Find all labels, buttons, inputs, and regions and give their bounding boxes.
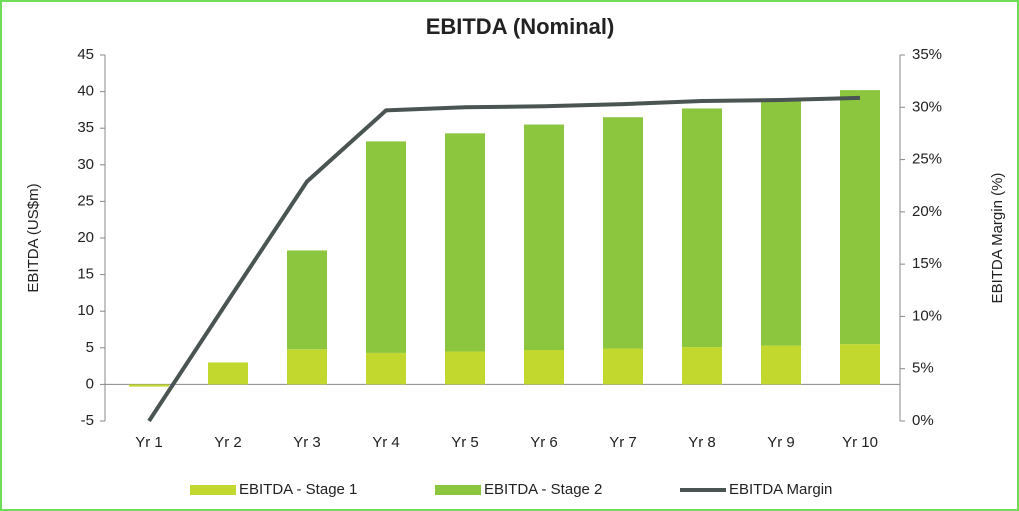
y2-tick-label: 0% xyxy=(912,412,934,429)
x-tick-label: Yr 9 xyxy=(767,434,795,451)
x-tick-label: Yr 3 xyxy=(293,434,321,451)
bar xyxy=(445,133,485,352)
y2-tick-label: 15% xyxy=(912,255,942,272)
line xyxy=(147,95,861,423)
bar xyxy=(682,108,722,348)
bar xyxy=(366,141,406,353)
bar xyxy=(761,101,801,346)
bar xyxy=(840,90,880,345)
bar xyxy=(682,347,722,385)
y-tick-label: 15 xyxy=(77,266,94,283)
y2-tick-label: 20% xyxy=(912,203,942,220)
x-tick-label: Yr 4 xyxy=(372,434,400,451)
legend-swatch xyxy=(435,485,481,495)
bar xyxy=(524,124,564,350)
bar xyxy=(840,344,880,385)
x-tick-label: Yr 5 xyxy=(451,434,479,451)
y-tick-label: 40 xyxy=(77,83,94,100)
y-tick-label: 35 xyxy=(77,119,94,136)
y-tick-label: -5 xyxy=(81,412,94,429)
bar xyxy=(761,345,801,385)
y2-tick-label: 30% xyxy=(912,98,942,115)
x-tick-label: Yr 2 xyxy=(214,434,242,451)
legend-label: EBITDA - Stage 1 xyxy=(239,481,357,498)
y2-tick-label: 10% xyxy=(912,307,942,324)
y2-tick-label: 35% xyxy=(912,46,942,63)
y2-axis-label: EBITDA Margin (%) xyxy=(989,173,1006,304)
legend-swatch xyxy=(190,485,236,495)
x-tick-label: Yr 7 xyxy=(609,434,637,451)
y-tick-label: 45 xyxy=(77,46,94,63)
y2-tick-label: 25% xyxy=(912,151,942,168)
y-tick-label: 10 xyxy=(77,302,94,319)
bar xyxy=(287,349,327,385)
x-tick-label: Yr 10 xyxy=(842,434,878,451)
bar xyxy=(208,362,248,385)
y2-tick-label: 5% xyxy=(912,360,934,377)
bar xyxy=(524,349,564,385)
y-tick-label: 20 xyxy=(77,229,94,246)
legend-label: EBITDA Margin xyxy=(729,481,832,498)
x-tick-label: Yr 8 xyxy=(688,434,716,451)
bar xyxy=(287,250,327,350)
bar xyxy=(603,117,643,349)
bar xyxy=(603,348,643,385)
chart-title: EBITDA (Nominal) xyxy=(426,14,615,39)
bar xyxy=(445,351,485,385)
y-axis-label: EBITDA (US$m) xyxy=(25,183,42,292)
bar xyxy=(129,384,169,387)
bar xyxy=(366,352,406,385)
y-tick-label: 0 xyxy=(86,375,94,392)
legend-label: EBITDA - Stage 2 xyxy=(484,481,602,498)
y-tick-label: 30 xyxy=(77,156,94,173)
y-tick-label: 5 xyxy=(86,339,94,356)
x-tick-label: Yr 1 xyxy=(135,434,163,451)
x-tick-label: Yr 6 xyxy=(530,434,558,451)
y-tick-label: 25 xyxy=(77,192,94,209)
